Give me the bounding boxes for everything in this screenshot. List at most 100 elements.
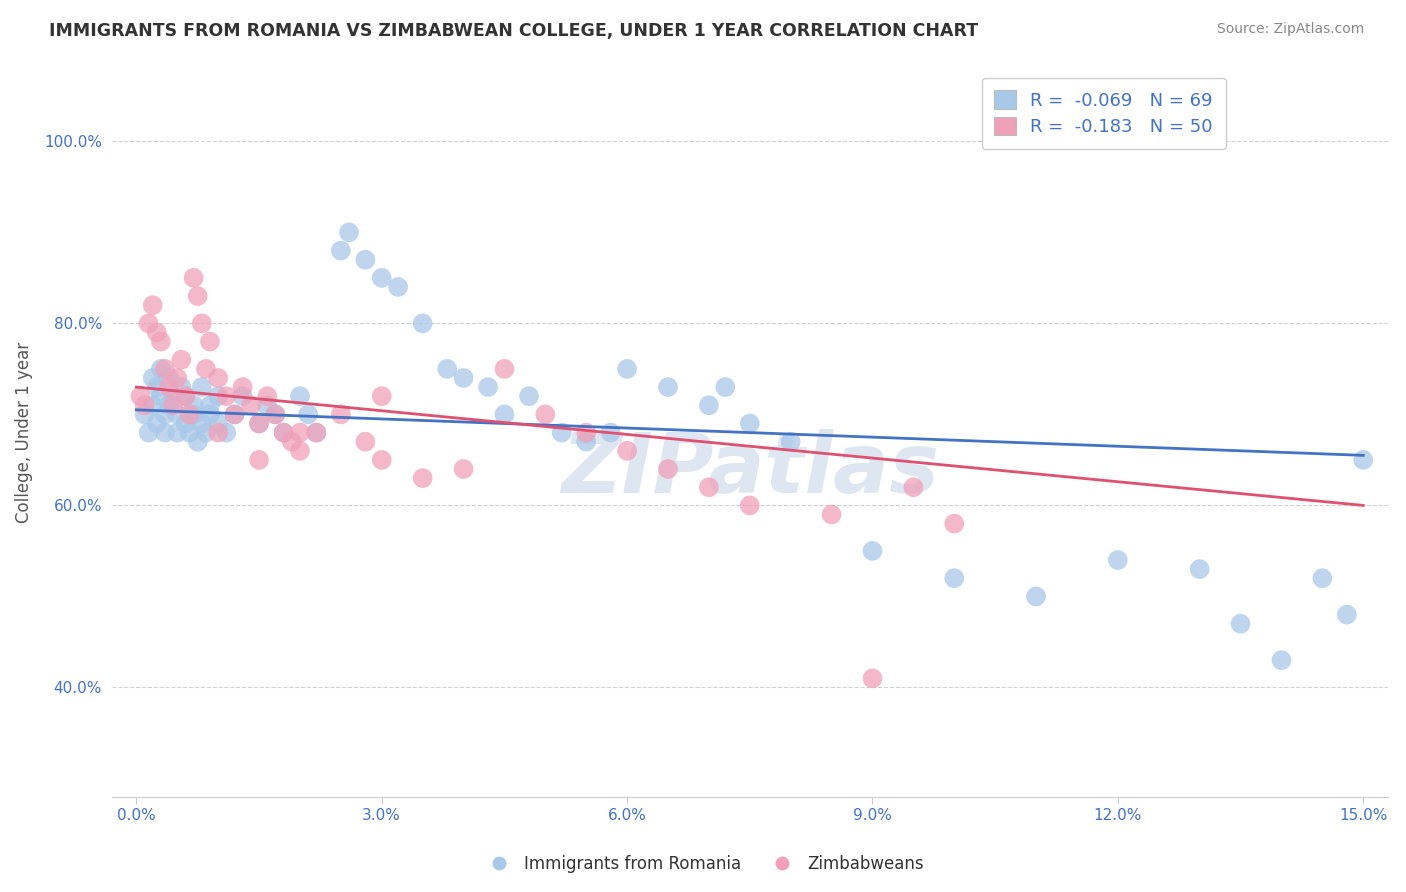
Point (1336, 607, 1358, 622)
Point (288, 443, 311, 458)
Point (714, 380, 737, 394)
Point (162, 389, 184, 403)
Point (862, 671, 884, 685)
Y-axis label: College, Under 1 year: College, Under 1 year (15, 342, 32, 524)
Point (412, 471, 434, 485)
Point (207, 371, 229, 385)
Point (305, 425, 328, 440)
Point (1107, 553, 1129, 567)
Point (207, 425, 229, 440)
Point (371, 271, 394, 285)
Point (436, 362, 458, 376)
Point (599, 425, 621, 440)
Point (305, 425, 328, 440)
Point (575, 434, 598, 449)
Point (657, 462, 679, 476)
Point (194, 425, 217, 440)
Point (153, 362, 176, 376)
Point (232, 380, 254, 394)
Point (198, 398, 221, 412)
Point (575, 425, 598, 440)
Point (1025, 590, 1047, 604)
Point (174, 389, 197, 403)
Point (264, 408, 287, 422)
Point (138, 425, 160, 440)
Point (166, 425, 188, 440)
Point (1229, 616, 1251, 631)
Point (149, 389, 172, 403)
Point (738, 499, 761, 513)
Point (337, 225, 360, 239)
Point (142, 398, 165, 412)
Point (329, 408, 352, 422)
Point (616, 443, 638, 458)
Point (273, 425, 295, 440)
Point (943, 516, 966, 531)
Point (157, 371, 180, 385)
Point (215, 389, 238, 403)
Point (157, 380, 180, 394)
Point (534, 408, 557, 422)
Point (412, 317, 434, 331)
Point (329, 244, 352, 258)
Point (134, 408, 156, 422)
Point (166, 408, 188, 422)
Point (174, 389, 197, 403)
Point (264, 408, 287, 422)
Point (256, 389, 278, 403)
Point (697, 398, 720, 412)
Point (149, 334, 172, 349)
Point (153, 425, 176, 440)
Point (138, 317, 160, 331)
Point (232, 389, 254, 403)
Point (371, 453, 394, 467)
Point (354, 434, 377, 449)
Point (198, 408, 221, 422)
Point (453, 462, 475, 476)
Point (288, 425, 311, 440)
Point (191, 417, 214, 431)
Point (517, 389, 540, 403)
Point (174, 417, 197, 431)
Point (166, 371, 188, 385)
Point (247, 453, 270, 467)
Point (247, 417, 270, 431)
Point (239, 398, 262, 412)
Point (146, 326, 169, 340)
Point (1310, 571, 1333, 585)
Point (146, 380, 169, 394)
Text: IMMIGRANTS FROM ROMANIA VS ZIMBABWEAN COLLEGE, UNDER 1 YEAR CORRELATION CHART: IMMIGRANTS FROM ROMANIA VS ZIMBABWEAN CO… (49, 22, 979, 40)
Point (477, 380, 499, 394)
Point (134, 398, 156, 412)
Point (494, 362, 516, 376)
Point (191, 317, 214, 331)
Point (387, 280, 409, 294)
Point (129, 389, 152, 403)
Point (616, 362, 638, 376)
Point (183, 398, 205, 412)
Point (170, 352, 193, 367)
Point (779, 434, 801, 449)
Point (183, 408, 205, 422)
Point (183, 271, 205, 285)
Point (297, 408, 319, 422)
Point (187, 434, 209, 449)
Point (550, 425, 572, 440)
Point (288, 389, 311, 403)
Point (191, 380, 214, 394)
Point (247, 417, 270, 431)
Point (453, 371, 475, 385)
Point (1353, 453, 1375, 467)
Point (738, 417, 761, 431)
Legend: Immigrants from Romania, Zimbabweans: Immigrants from Romania, Zimbabweans (475, 848, 931, 880)
Point (207, 389, 229, 403)
Point (162, 398, 184, 412)
Point (354, 252, 377, 267)
Point (256, 398, 278, 412)
Point (1188, 562, 1211, 576)
Point (943, 571, 966, 585)
Point (179, 408, 201, 422)
Point (494, 408, 516, 422)
Text: Source: ZipAtlas.com: Source: ZipAtlas.com (1216, 22, 1364, 37)
Point (157, 398, 180, 412)
